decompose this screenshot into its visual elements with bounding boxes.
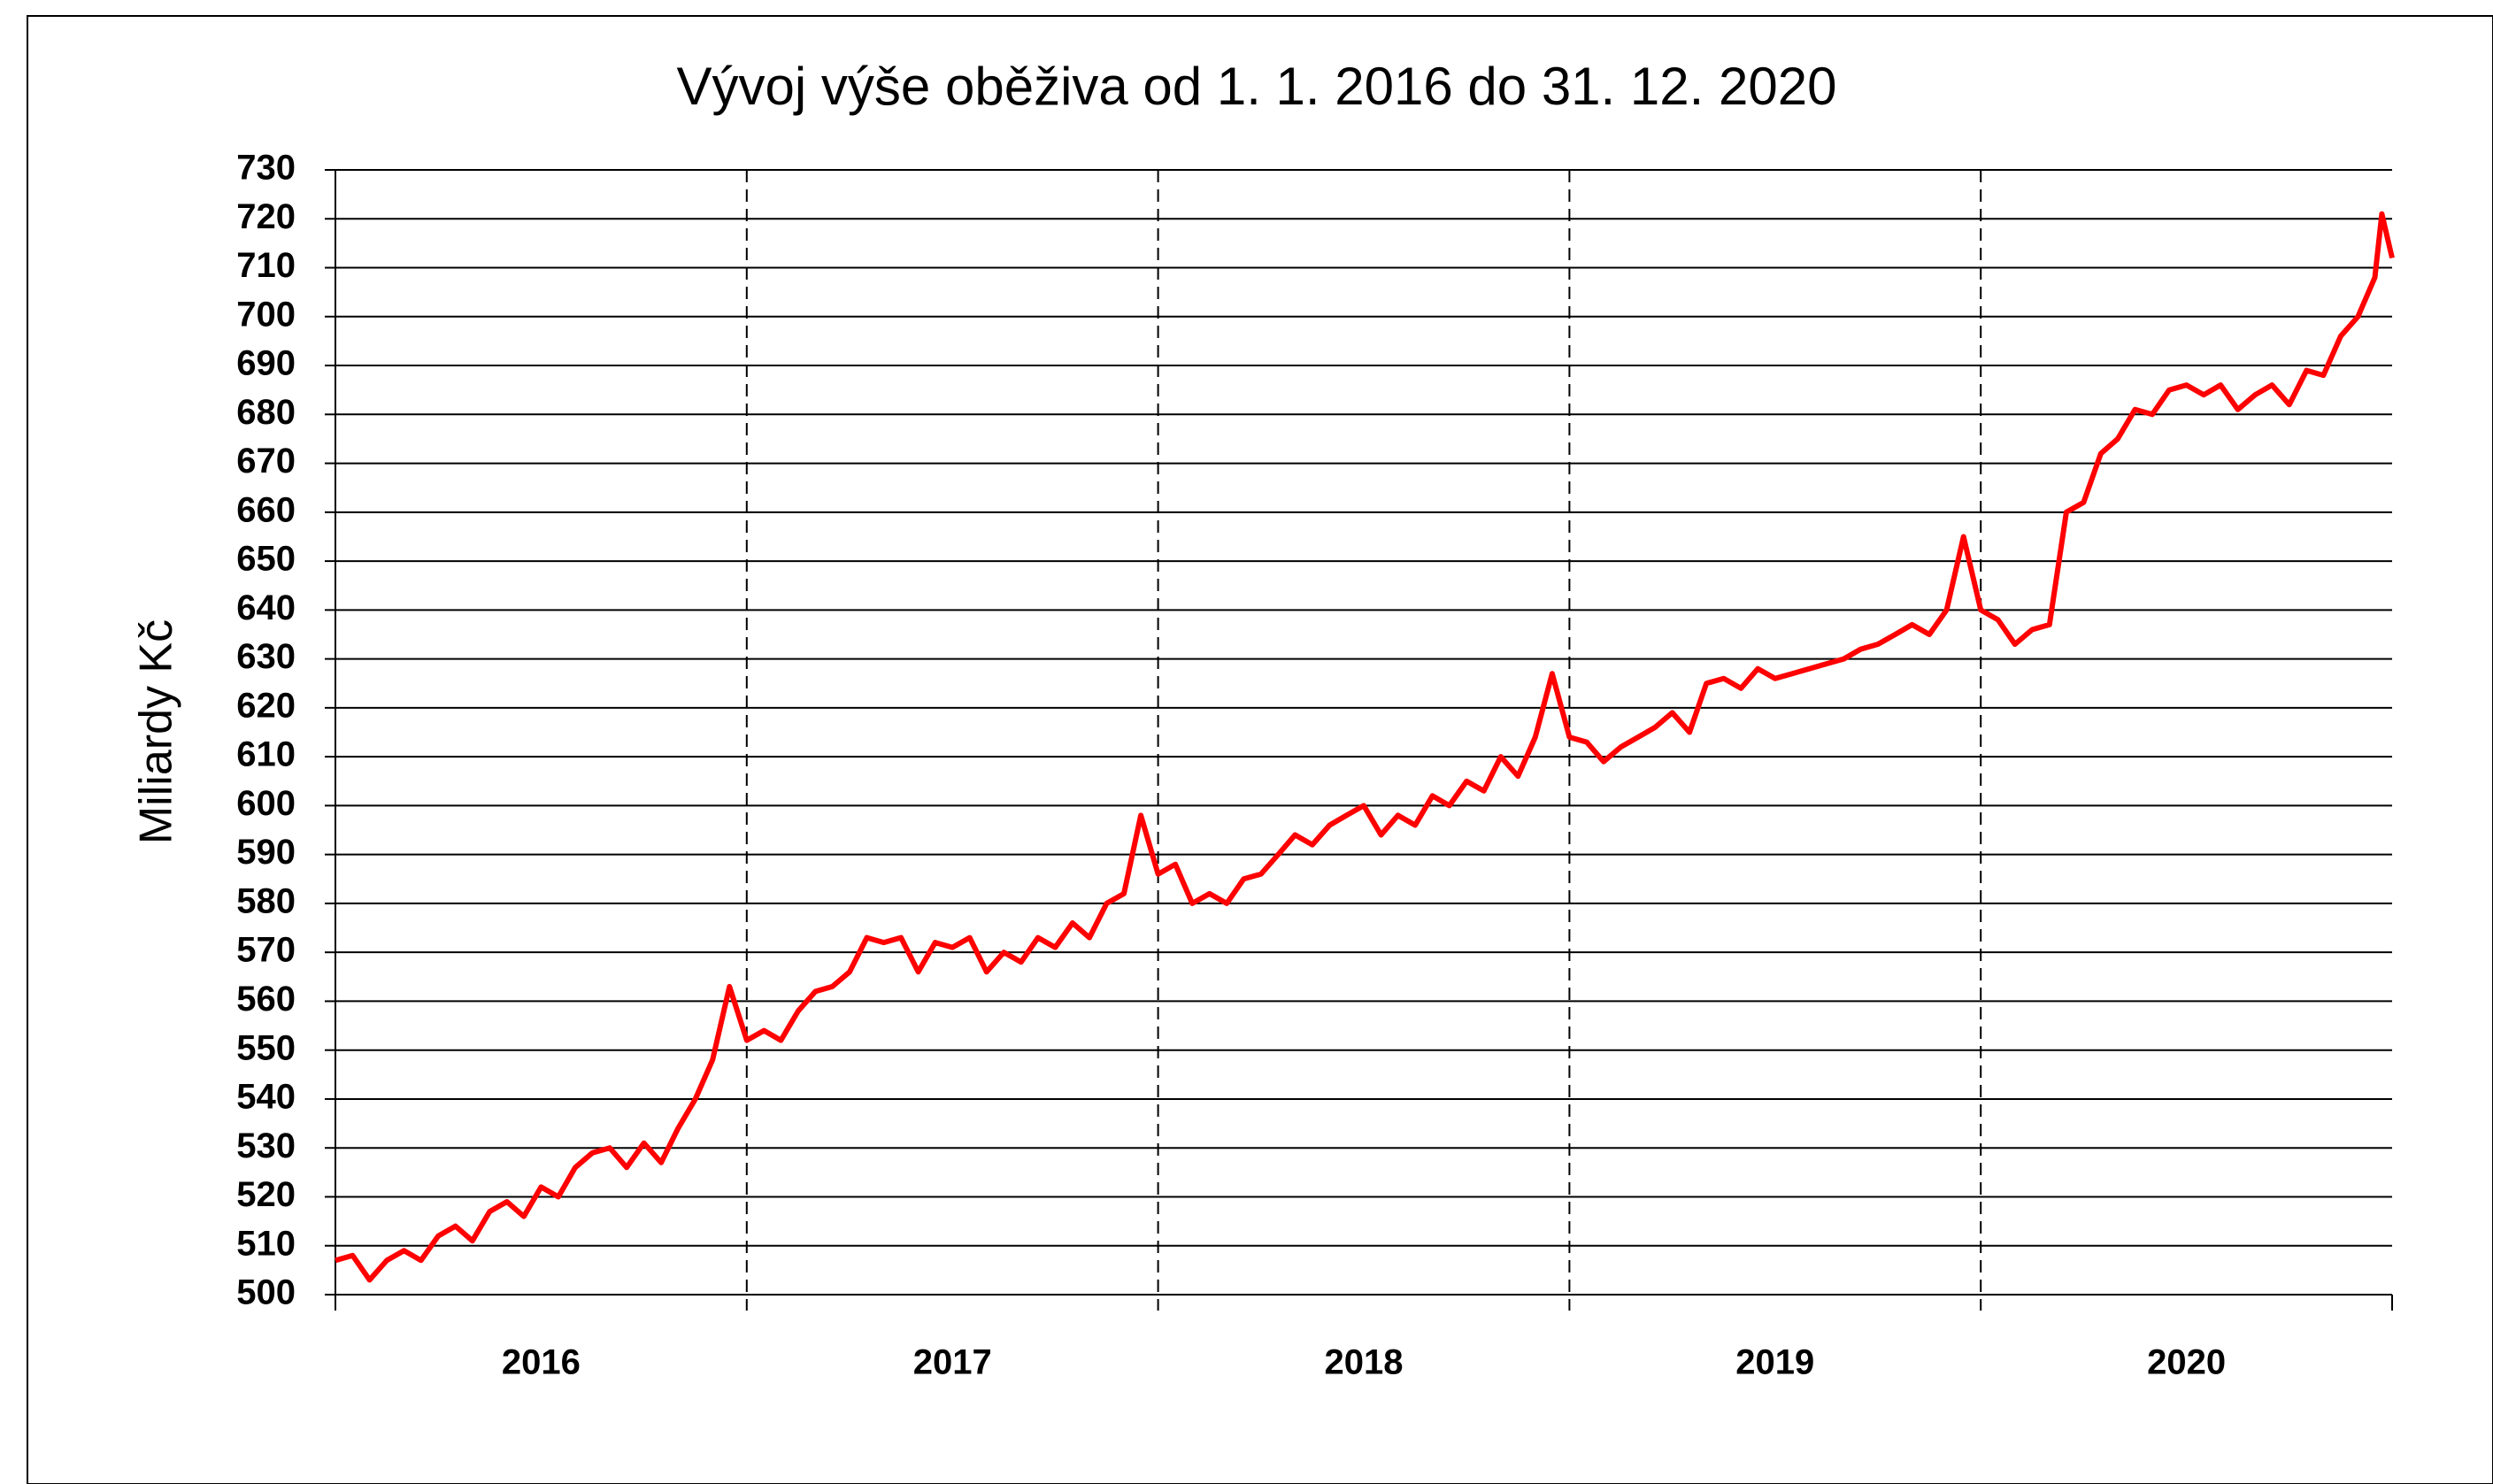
chart-frame — [27, 15, 2493, 1484]
y-tick-label: 520 — [236, 1175, 296, 1214]
y-tick-label: 570 — [236, 931, 296, 970]
y-tick-label: 720 — [236, 197, 296, 236]
y-tick-label: 500 — [236, 1273, 296, 1312]
y-tick-label: 710 — [236, 246, 296, 285]
y-tick-label: 730 — [236, 149, 296, 188]
x-tick-label: 2018 — [1325, 1343, 1404, 1382]
y-tick-label: 650 — [236, 540, 296, 579]
chart-title: Vývoj výše oběživa od 1. 1. 2016 do 31. … — [677, 57, 1837, 116]
x-tick-label: 2019 — [1735, 1343, 1814, 1382]
y-tick-label: 600 — [236, 784, 296, 823]
y-axis-label: Miliardy Kč — [131, 619, 182, 844]
y-tick-label: 660 — [236, 490, 296, 529]
data-line — [335, 211, 2395, 1283]
y-tick-label: 580 — [236, 881, 296, 920]
y-tick-label: 540 — [236, 1078, 296, 1117]
y-tick-label: 550 — [236, 1028, 296, 1067]
x-tick-label: 2016 — [502, 1343, 581, 1382]
y-tick-label: 530 — [236, 1126, 296, 1165]
x-tick-label: 2017 — [913, 1343, 992, 1382]
x-tick-label: 2020 — [2147, 1343, 2226, 1382]
y-tick-label: 690 — [236, 344, 296, 383]
y-tick-label: 640 — [236, 588, 296, 627]
y-tick-label: 670 — [236, 442, 296, 481]
y-tick-label: 590 — [236, 833, 296, 872]
y-tick-label: 630 — [236, 637, 296, 676]
y-tick-label: 560 — [236, 980, 296, 1019]
y-tick-label: 700 — [236, 295, 296, 334]
y-tick-label: 680 — [236, 393, 296, 432]
y-tick-label: 510 — [236, 1224, 296, 1263]
y-tick-label: 610 — [236, 735, 296, 774]
y-tick-label: 620 — [236, 686, 296, 725]
